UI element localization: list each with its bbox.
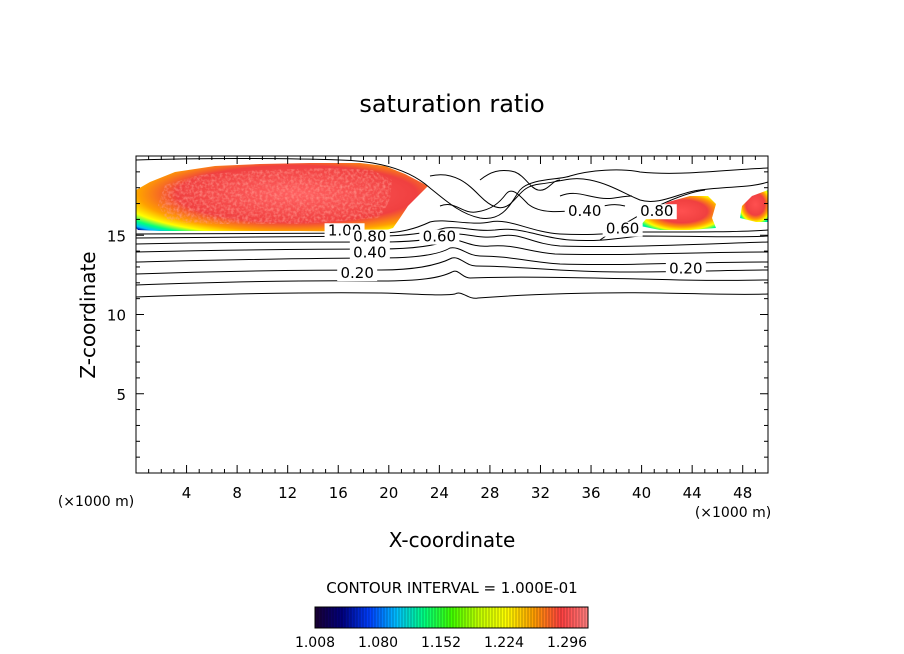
contour-label-bg [349, 229, 390, 245]
contour-labels: 1.000.80 0.600.400.200.400.200.600.80 [324, 202, 706, 282]
colorbar-tick-label: 1.152 [421, 635, 461, 651]
x-unit-left: (×1000 m) [58, 494, 134, 510]
colored-region-east-edge [740, 190, 768, 222]
y-axis-title: Z-coordinate [76, 251, 100, 378]
plot-area: 1.000.80 0.600.400.200.400.200.600.80 [136, 158, 768, 299]
contour-label-bg [564, 204, 605, 220]
colorbar-tick-label: 1.224 [484, 635, 524, 651]
contour-label-bg [636, 204, 677, 220]
contour-lines [136, 158, 768, 299]
contour-label: 0.20 [340, 264, 373, 282]
contour-label: 0.80 [353, 228, 386, 246]
colorbar: 1.008 1.080 1.152 1.224 1.296 [295, 606, 589, 651]
y-tick-label: 5 [116, 386, 126, 404]
x-tick-label: 44 [683, 484, 702, 502]
x-tick-label: 28 [480, 484, 499, 502]
x-tick-label: 24 [430, 484, 449, 502]
x-tick-label: 16 [329, 484, 348, 502]
contour-interval-label: CONTOUR INTERVAL = 1.000E-01 [326, 579, 577, 597]
x-axis-title: X-coordinate [389, 528, 516, 552]
x-tick-label: 40 [632, 484, 651, 502]
x-unit-right: (×1000 m) [695, 505, 771, 521]
x-tick-label: 32 [531, 484, 550, 502]
contour-label: 0.60 [423, 228, 456, 246]
contour-label: 0.40 [353, 243, 386, 261]
colored-region-west-speckle [158, 168, 392, 224]
y-tick-label: 10 [107, 307, 126, 325]
colored-region-east [640, 196, 716, 230]
colorbar-labels: 1.008 1.080 1.152 1.224 1.296 [295, 635, 587, 651]
contour-label-bg [349, 245, 390, 261]
x-axis: 4 8 12 16 20 24 28 32 36 40 44 48 [148, 156, 756, 502]
y-tick-label: 15 [107, 227, 126, 245]
colorbar-stripes [317, 607, 586, 628]
colorbar-strip [314, 606, 589, 629]
contour-label-bg [665, 261, 706, 277]
chart-title: saturation ratio [359, 90, 544, 118]
contour-label-bg [419, 229, 460, 245]
colorbar-tick-label: 1.008 [295, 635, 335, 651]
contour-label: 0.20 [669, 259, 702, 277]
contour-label: 0.60 [606, 220, 639, 238]
x-tick-label: 8 [232, 484, 242, 502]
contour-label-bg [602, 221, 643, 237]
x-tick-label: 4 [182, 484, 192, 502]
x-tick-label: 12 [278, 484, 297, 502]
x-tick-label: 48 [733, 484, 752, 502]
contour-label-bg [337, 266, 378, 282]
x-tick-label: 36 [581, 484, 600, 502]
y-axis: 5 10 15 [107, 171, 768, 458]
colorbar-tick-label: 1.296 [547, 635, 587, 651]
contour-label: 0.40 [568, 202, 601, 220]
colorbar-tick-label: 1.080 [358, 635, 398, 651]
x-tick-label: 20 [379, 484, 398, 502]
contour-label: 0.80 [640, 202, 673, 220]
